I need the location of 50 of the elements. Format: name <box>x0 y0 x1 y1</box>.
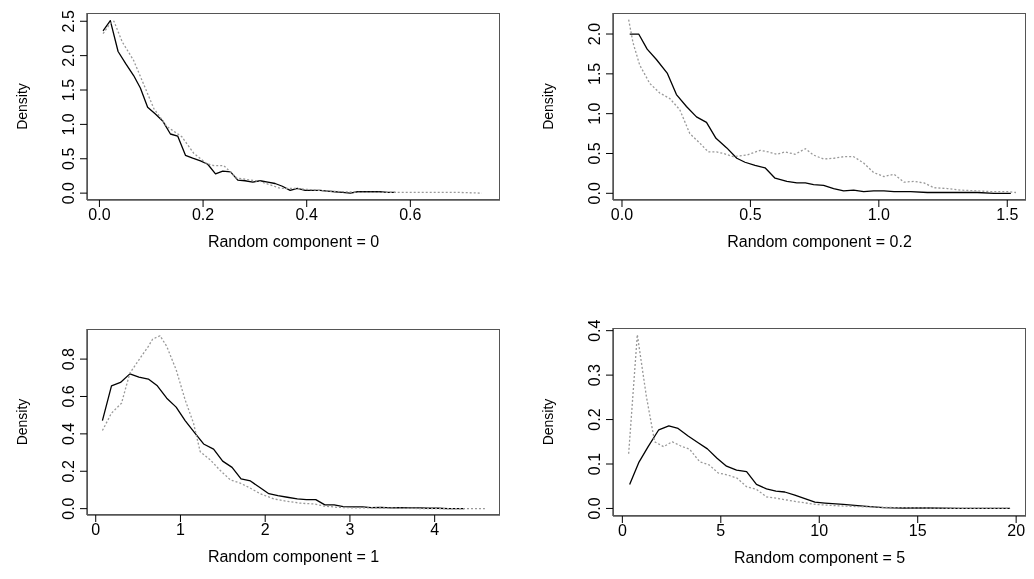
x-tick-label: 1 <box>176 521 186 539</box>
y-tick-label: 0.5 <box>586 142 603 165</box>
y-tick-label: 0.6 <box>60 385 77 408</box>
x-tick-label: 5 <box>716 522 726 540</box>
x-tick-label: 15 <box>908 522 927 540</box>
y-tick-label: 0.4 <box>60 422 77 445</box>
x-tick-label: 2 <box>260 521 270 539</box>
x-tick-label: 0.0 <box>610 206 634 224</box>
x-tick-label: 0.5 <box>739 206 762 224</box>
y-axis-title: Density <box>539 83 556 130</box>
x-axis-title: Random component = 5 <box>733 549 906 567</box>
y-tick-label: 0.5 <box>60 147 77 170</box>
y-axis-title: Density <box>539 398 556 446</box>
y-tick-label: 0.0 <box>586 182 603 205</box>
x-tick-label: 0.0 <box>88 206 111 224</box>
y-axis-title: Density <box>13 83 30 130</box>
y-tick-label: 0.2 <box>586 408 603 431</box>
line-series <box>102 19 396 194</box>
y-tick-label: 0.0 <box>60 497 77 520</box>
x-tick-label: 1.0 <box>867 206 891 224</box>
y-tick-label: 0.3 <box>586 363 603 387</box>
x-axis-title: Random component = 1 <box>207 548 380 566</box>
x-tick-label: 0 <box>617 522 627 540</box>
y-tick-label: 0.8 <box>60 347 77 371</box>
y-tick-label: 2.0 <box>60 44 77 67</box>
x-axis-title: Random component = 0 <box>207 233 380 251</box>
x-tick-label: 0.6 <box>399 206 422 224</box>
y-tick-label: 0.0 <box>586 497 603 520</box>
y-tick-label: 0.0 <box>60 181 77 205</box>
y-tick-label: 0.1 <box>586 452 603 476</box>
y-tick-label: 1.0 <box>586 102 603 125</box>
x-tick-label: 0 <box>91 521 101 539</box>
x-tick-label: 10 <box>810 522 829 540</box>
line-series <box>101 373 465 510</box>
y-tick-label: 2.0 <box>586 22 603 46</box>
x-tick-label: 4 <box>430 521 440 539</box>
y-tick-label: 0.2 <box>60 460 77 483</box>
y-tick-label: 0.4 <box>586 319 603 342</box>
line-series <box>628 425 1011 510</box>
x-tick-label: 1.5 <box>996 206 1019 224</box>
y-tick-label: 1.0 <box>60 113 77 136</box>
x-tick-label: 0.4 <box>295 206 318 224</box>
x-tick-label: 3 <box>345 521 355 539</box>
y-tick-label: 1.5 <box>60 78 77 102</box>
y-tick-label: 1.5 <box>586 62 603 85</box>
y-tick-label: 2.5 <box>60 10 77 33</box>
x-tick-label: 0.2 <box>191 206 215 224</box>
x-tick-label: 20 <box>1007 522 1026 540</box>
x-axis-title: Random component = 0.2 <box>727 233 912 251</box>
y-axis-title: Density <box>13 398 30 446</box>
